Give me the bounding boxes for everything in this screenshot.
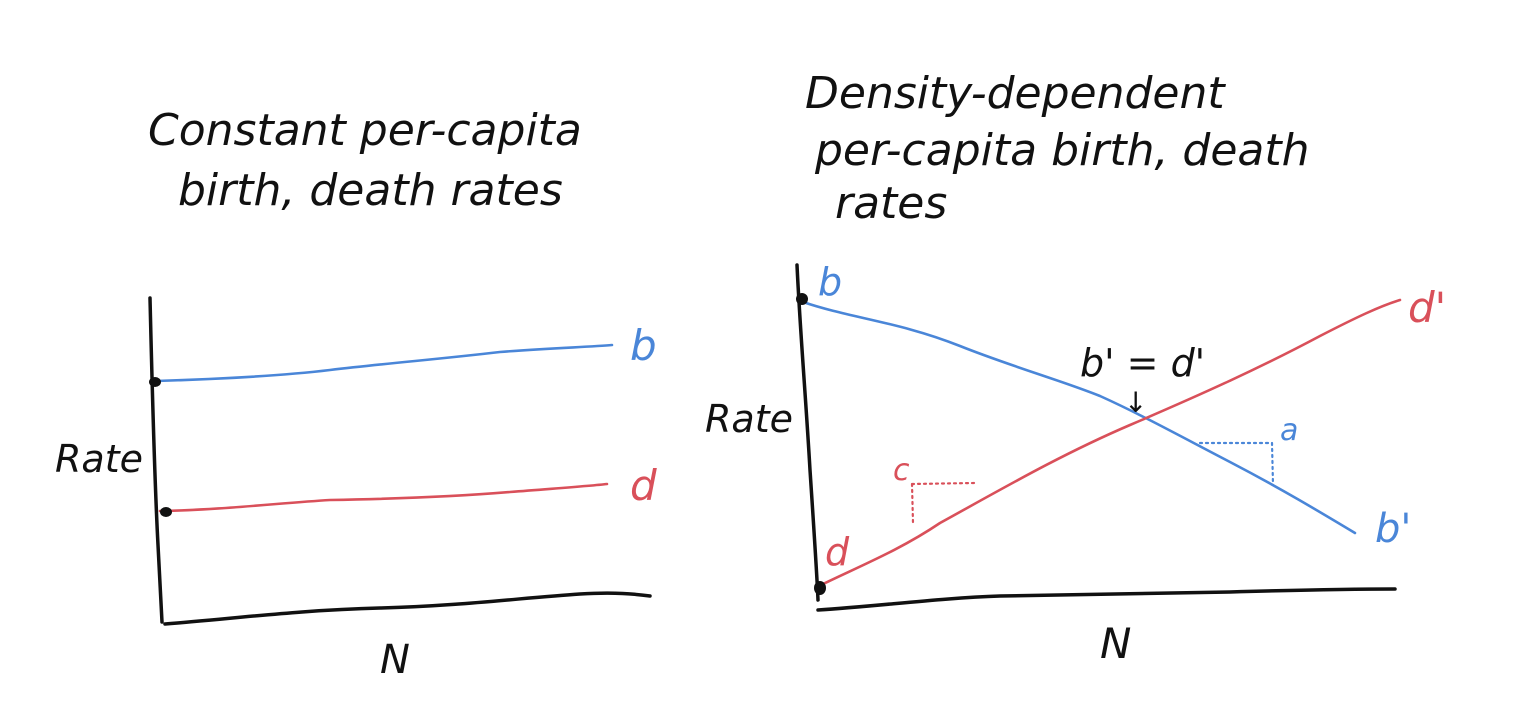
- left-death-label: d: [630, 461, 657, 510]
- left-title-line1: Constant per-capita: [148, 105, 582, 156]
- left-birth-line: [154, 343, 614, 383]
- right-birth-start-label: b: [818, 260, 842, 304]
- birth-slope-label: a: [1280, 413, 1298, 448]
- equilibrium-label: b' = d': [1080, 341, 1205, 385]
- left-birth-intercept-dot: [149, 377, 161, 387]
- equilibrium-arrow-icon: ↓: [1124, 386, 1147, 419]
- death-slope-label: c: [893, 453, 910, 488]
- right-death-start-label: d: [825, 530, 850, 574]
- right-death-end-label: d': [1408, 283, 1446, 332]
- right-panel: Density-dependent per-capita birth, deat…: [705, 68, 1446, 668]
- right-death-line: [819, 298, 1402, 587]
- left-x-axis-label: N: [380, 637, 410, 683]
- right-x-axis: [816, 587, 1397, 612]
- left-panel: Constant per-capita birth, death rates b…: [55, 105, 657, 683]
- birth-slope-triangle: [1198, 441, 1275, 487]
- right-x-axis-label: N: [1100, 619, 1131, 668]
- left-y-axis: [148, 296, 164, 624]
- right-y-axis-label: Rate: [705, 397, 793, 441]
- right-title-line3: rates: [835, 178, 947, 229]
- right-title-line2: per-capita birth, death: [814, 125, 1310, 176]
- death-slope-triangle: [910, 481, 977, 525]
- right-birth-intercept-dot: [796, 293, 808, 305]
- left-birth-label: b: [630, 321, 657, 370]
- left-death-line: [158, 482, 609, 513]
- left-x-axis: [163, 591, 652, 626]
- right-y-axis: [795, 263, 820, 602]
- right-death-intercept-dot: [814, 581, 826, 595]
- right-birth-line: [801, 300, 1357, 535]
- left-y-axis-label: Rate: [55, 437, 143, 481]
- left-title-line2: birth, death rates: [178, 165, 563, 216]
- left-death-intercept-dot: [160, 507, 172, 517]
- right-birth-end-label: b': [1375, 506, 1411, 552]
- right-title-line1: Density-dependent: [805, 68, 1226, 119]
